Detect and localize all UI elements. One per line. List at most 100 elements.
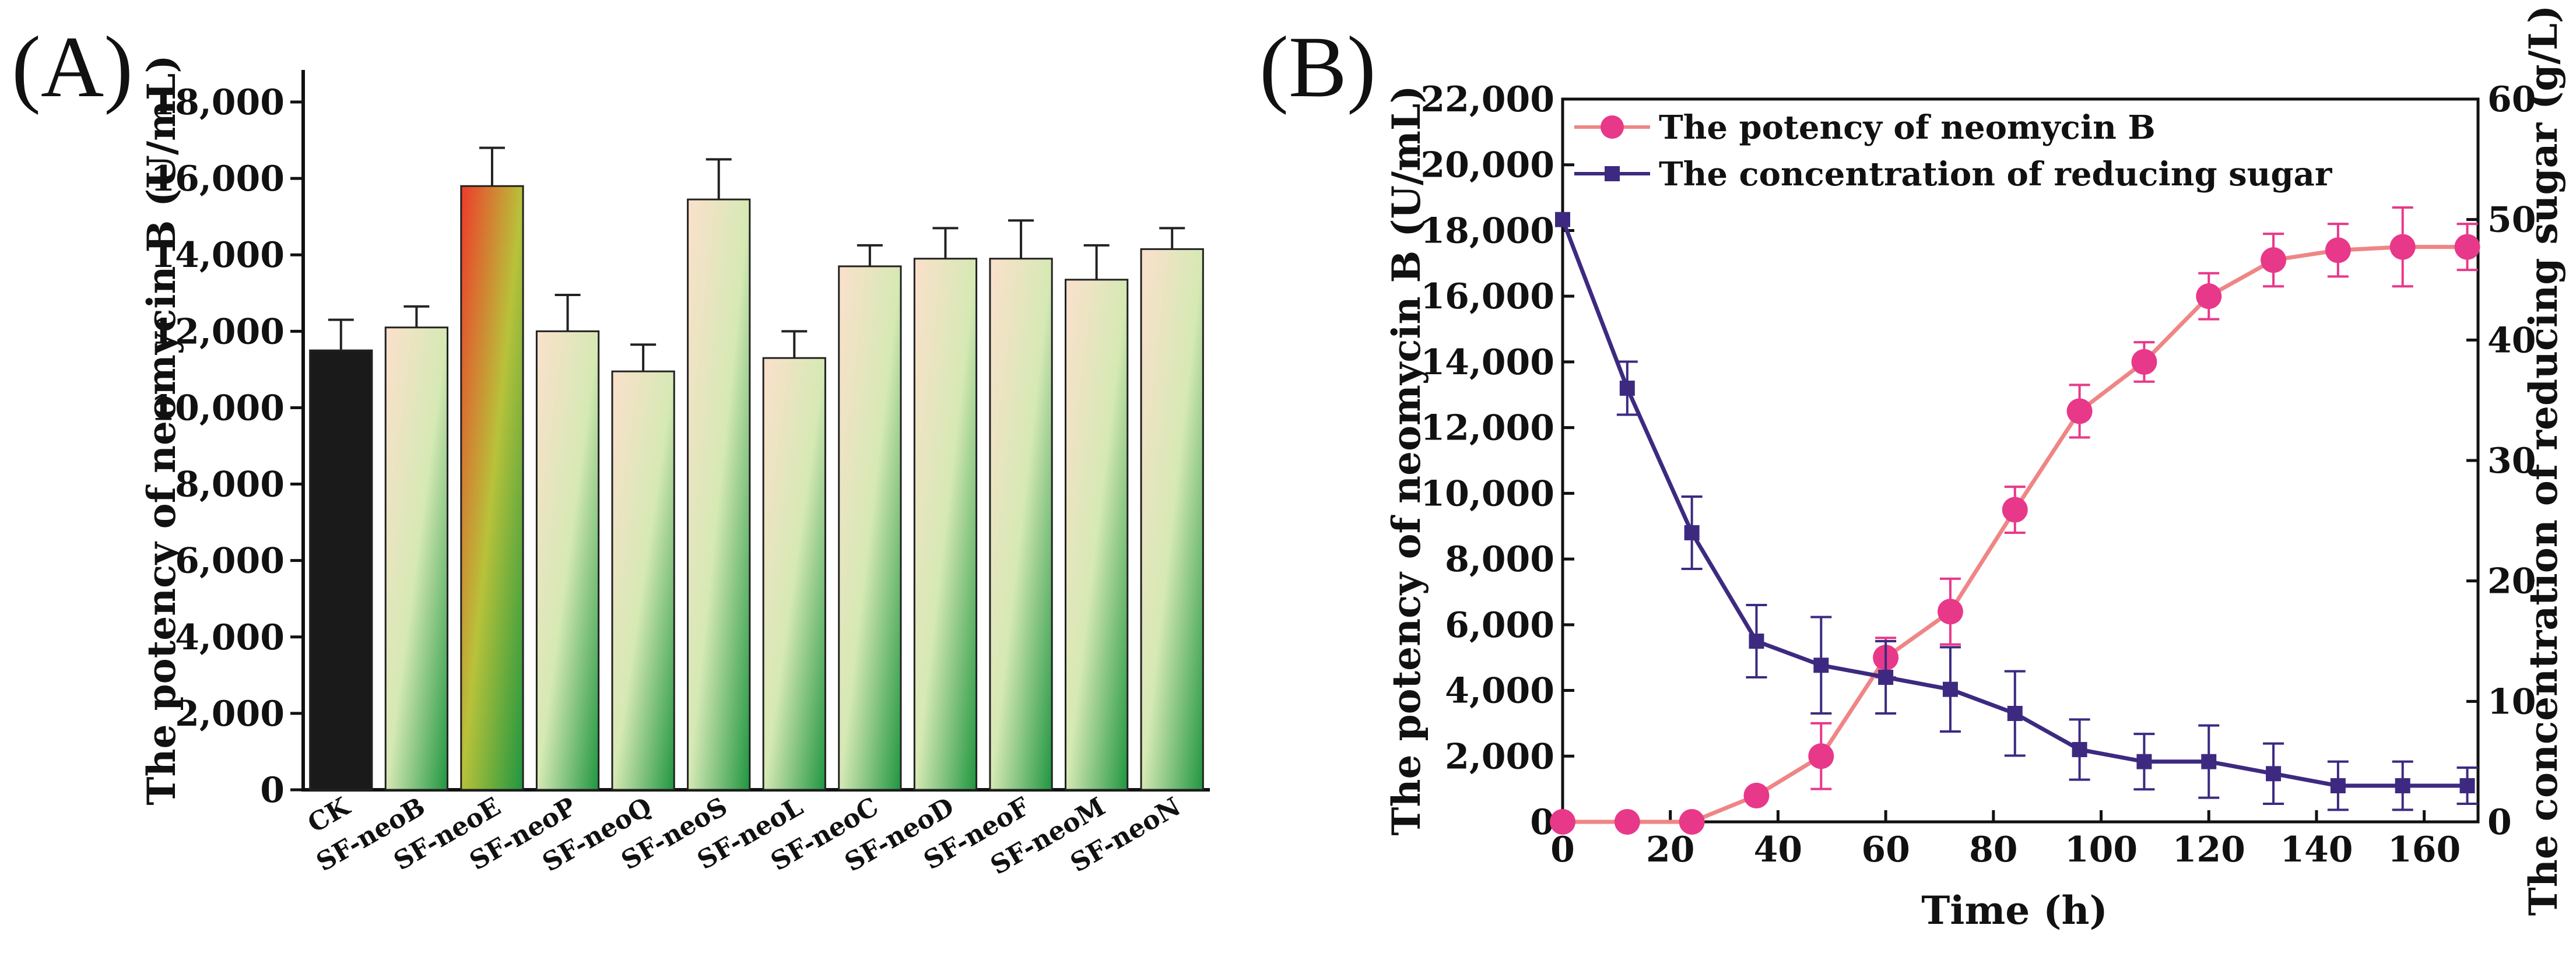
- series-1-point: [2330, 778, 2346, 793]
- bar-SF-neoP: [535, 330, 600, 791]
- panel-a-bar-chart: The potency of neomycin B (U/mL) 0 2,000 4…: [139, 55, 1210, 881]
- panel-a-y-tick-label: 10,000: [150, 388, 285, 428]
- panel-b-y2-tick-label: 30: [2487, 441, 2536, 481]
- series-0-point: [1679, 809, 1705, 835]
- panel-b-y2-tick-label: 20: [2487, 561, 2536, 602]
- panel-b-y2-tick-label: 60: [2487, 79, 2536, 120]
- panel-b-y2-axis-title: The concentration of reducing sugar (g/L…: [2521, 5, 2566, 916]
- bar-SF-neoE: [460, 185, 524, 791]
- series-1-point: [1878, 670, 1894, 685]
- bar-SF-neoF: [989, 258, 1053, 791]
- panel-b-y-tick-label: 12,000: [1420, 408, 1554, 449]
- panel-b-series: [1550, 206, 2480, 835]
- series-0-point: [2454, 234, 2480, 260]
- legend-sugar-label: The concentration of reducing sugar: [1659, 155, 2333, 194]
- series-1-point: [2007, 706, 2023, 721]
- series-1-point: [1813, 657, 1829, 673]
- panel-a-y-tick-label: 12,000: [150, 311, 285, 352]
- series-1-point: [1684, 525, 1700, 540]
- panel-b-y-ticks: 02,0004,0006,0008,00010,00012,00014,0001…: [1420, 79, 1574, 843]
- legend-sugar-marker: [1605, 166, 1620, 181]
- panel-a-bars: [309, 146, 1204, 791]
- panel-b-x-tick-label: 140: [2280, 829, 2353, 870]
- panel-b-y-tick-label: 8,000: [1445, 539, 1554, 580]
- panel-b-y2-tick-label: 0: [2487, 802, 2512, 843]
- series-1-point: [1619, 381, 1635, 396]
- panel-b-y-tick-label: 10,000: [1420, 473, 1554, 514]
- series-0-point: [1937, 599, 1963, 625]
- panel-b-y-axis-title: The potency of neomycin B (U/mL): [1384, 85, 1429, 835]
- panel-b-y-tick-label: 16,000: [1420, 276, 1554, 317]
- panel-b-x-ticks: 0 20 40 60 80 100 120 140 160: [1550, 810, 2461, 870]
- panel-a-y-tick-label: 4,000: [175, 617, 285, 658]
- series-0-point: [2389, 234, 2416, 260]
- panel-b-x-tick-label: 0: [1550, 829, 1575, 870]
- series-1-point: [1555, 212, 1570, 227]
- panel-b-line-chart: The potency of neomycin B (U/mL) The con…: [1384, 5, 2566, 933]
- series-0-point: [1614, 809, 1640, 835]
- panel-a-category-labels: CKSF-neoBSF-neoESF-neoPSF-neoQSF-neoSSF-…: [303, 791, 1185, 881]
- series-1-point: [2136, 754, 2152, 769]
- series-0-point: [2002, 497, 2028, 523]
- bar-SF-neoC: [838, 265, 902, 791]
- panel-b-y2-tick-label: 40: [2487, 320, 2536, 361]
- panel-b-y-tick-label: 6,000: [1445, 605, 1554, 646]
- series-1-point: [2266, 766, 2282, 782]
- panel-b-y-tick-label: 4,000: [1445, 671, 1554, 712]
- panel-a-y-axis-title: The potency of neomycin B (U/mL): [139, 55, 184, 805]
- panel-b-y2-ticks: 0 10 20 30 40 50 60: [2466, 79, 2536, 843]
- panel-a-y-tick-label: 16,000: [150, 159, 285, 199]
- bar-SF-neoB: [384, 326, 449, 791]
- bar-SF-neoM: [1064, 279, 1129, 791]
- bar-SF-neoQ: [611, 370, 675, 791]
- series-1-point: [2459, 778, 2475, 793]
- bar-SF-neoS: [687, 198, 751, 791]
- series-1-point: [2201, 754, 2217, 769]
- panel-a-y-tick-label: 8,000: [175, 465, 285, 505]
- series-0-point: [2261, 247, 2287, 273]
- panel-b-y2-tick-label: 50: [2487, 200, 2536, 241]
- panel-b-x-tick-label: 20: [1646, 829, 1695, 870]
- bar-SF-neoN: [1140, 248, 1204, 791]
- panel-a-y-tick-label: 14,000: [150, 235, 285, 276]
- series-1-point: [1942, 681, 1958, 697]
- panel-b-x-tick-label: 40: [1754, 829, 1803, 870]
- series-1-point: [2072, 742, 2087, 757]
- legend-potency-label: The potency of neomycin B: [1659, 108, 2156, 147]
- panel-a-y-tick-label: 0: [260, 770, 285, 811]
- panel-b-y-tick-label: 20,000: [1420, 145, 1554, 186]
- panel-a-label: (A): [12, 19, 133, 115]
- series-0-point: [1743, 782, 1770, 808]
- panel-b-x-tick-label: 120: [2173, 829, 2245, 870]
- panel-a-y-tick-label: 18,000: [150, 82, 285, 123]
- series-0-point: [2325, 237, 2351, 263]
- series-1-point: [2395, 778, 2410, 793]
- series-0-point: [2131, 349, 2157, 375]
- panel-b-x-tick-label: 80: [1969, 829, 2018, 870]
- series-0-point: [2196, 283, 2222, 310]
- panel-a-y-ticks: 0 2,000 4,000 6,000 8,000 10,000 12,000 14,000 1…: [150, 82, 303, 811]
- panel-b-x-tick-label: 100: [2065, 829, 2138, 870]
- bar-CK: [309, 349, 373, 791]
- series-0-point: [1808, 743, 1834, 769]
- series-1-point: [1749, 634, 1764, 649]
- legend-potency-marker: [1601, 115, 1624, 139]
- panel-b-x-tick-label: 60: [1861, 829, 1910, 870]
- panel-b-y-tick-label: 18,000: [1420, 210, 1554, 251]
- panel-b-y-tick-label: 14,000: [1420, 342, 1554, 383]
- panel-b-x-axis-title: Time (h): [1921, 888, 2107, 933]
- panel-a-y-tick-label: 6,000: [175, 541, 285, 582]
- panel-b-legend: The potency of neomycin B The concentrat…: [1574, 108, 2333, 194]
- panel-b-y-tick-label: 2,000: [1445, 736, 1554, 777]
- panel-b-x-tick-label: 160: [2388, 829, 2461, 870]
- panel-a-y-tick-label: 2,000: [175, 694, 285, 734]
- bar-SF-neoL: [762, 357, 826, 791]
- bar-SF-neoD: [913, 258, 978, 791]
- panel-b-label: (B): [1259, 19, 1376, 115]
- series-0-point: [1550, 809, 1575, 835]
- series-0-point: [2066, 398, 2093, 424]
- panel-b-y-tick-label: 22,000: [1420, 79, 1554, 120]
- panel-b-y2-tick-label: 10: [2487, 681, 2536, 722]
